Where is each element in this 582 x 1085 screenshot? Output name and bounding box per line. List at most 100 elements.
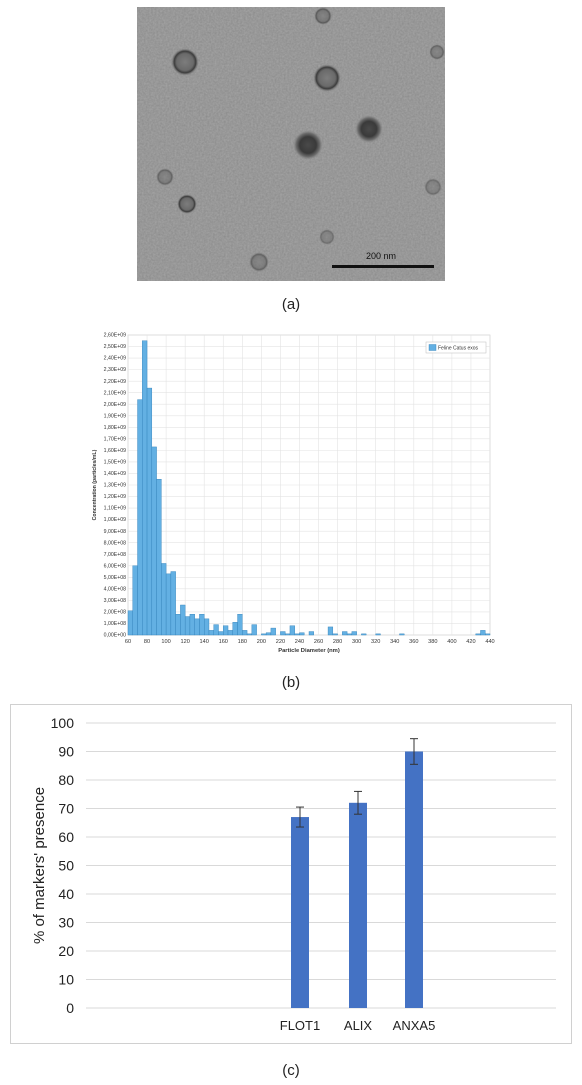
panel-label-b: (b) <box>281 674 301 691</box>
x-tick-label: 320 <box>371 639 380 645</box>
vesicle <box>177 194 197 214</box>
vesicle <box>355 115 383 143</box>
histogram-bar <box>265 632 272 636</box>
histogram-bar <box>399 633 405 636</box>
y-tick-label: 60 <box>58 829 74 845</box>
x-tick-label: 260 <box>314 639 323 645</box>
tem-micrograph: 200 nm <box>137 7 445 281</box>
x-tick-label: 80 <box>144 639 150 645</box>
y-tick-label: 2,00E+09 <box>104 402 126 408</box>
histogram-bar <box>142 340 148 636</box>
histogram-bar <box>189 614 195 636</box>
y-tick-label: 1,50E+09 <box>104 460 126 466</box>
y-tick-label: 1,40E+09 <box>104 471 126 477</box>
histogram-bar <box>204 618 210 636</box>
histogram-bar <box>146 387 153 636</box>
histogram-bar <box>475 633 481 636</box>
y-tick-label: 2,40E+09 <box>104 356 126 362</box>
y-tick-label: 1,00E+08 <box>104 621 126 627</box>
histogram-bar <box>485 633 491 636</box>
tem-micrograph-image <box>137 7 445 281</box>
histogram-bar <box>223 625 229 636</box>
y-tick-label: 2,00E+08 <box>104 610 126 616</box>
markers-bar-chart: 0 10 20 30 40 50 60 70 80 90 100 FLOT1 ALIX ANXA5 % of… <box>31 715 556 1033</box>
y-axis-title: Concentration (particles/mL) <box>92 449 98 520</box>
histogram-bar <box>299 632 305 636</box>
y-tick-label: 8,00E+08 <box>104 540 126 546</box>
y-tick-label: 5,00E+08 <box>104 575 126 581</box>
marker-bar <box>291 817 309 1008</box>
marker-bar <box>405 751 423 1008</box>
histogram-bar <box>161 563 167 636</box>
histogram-bar <box>151 446 157 636</box>
y-axis-title: % of markers' presence <box>31 787 48 944</box>
histogram-bar <box>342 631 348 636</box>
y-tick-label: 1,20E+09 <box>104 494 126 500</box>
x-tick-label: 420 <box>466 639 475 645</box>
histogram-bar <box>227 630 233 636</box>
x-axis-title: Particle Diameter (nm) <box>278 648 340 654</box>
y-tick-label: 1,90E+09 <box>104 413 126 419</box>
histogram-bar <box>332 633 338 636</box>
vesicle <box>171 48 199 76</box>
histogram-bar <box>184 616 191 636</box>
y-tick-label: 1,70E+09 <box>104 436 126 442</box>
x-tick-label: 160 <box>219 639 228 645</box>
histogram-bar <box>294 633 300 636</box>
x-tick-label: 100 <box>161 639 170 645</box>
marker-bar <box>349 802 367 1008</box>
x-tick-label: ANXA5 <box>393 1018 436 1033</box>
x-tick-label: 360 <box>409 639 418 645</box>
histogram-bar <box>156 479 162 636</box>
y-tick-label: 1,60E+09 <box>104 448 126 454</box>
histogram-bar <box>199 614 205 636</box>
histogram-bar <box>175 614 181 636</box>
y-tick-label: 3,00E+08 <box>104 598 126 604</box>
scale-bar-label: 200 nm <box>366 251 397 261</box>
y-tick-label: 0 <box>66 1000 74 1016</box>
panel-label-a: (a) <box>281 296 301 313</box>
y-tick-label: 2,50E+09 <box>104 344 126 350</box>
histogram-bar <box>327 626 334 636</box>
histogram-bar <box>289 625 295 636</box>
vesicle <box>313 64 341 92</box>
x-tick-label: 180 <box>238 639 247 645</box>
panel-label-c: (c) <box>282 1062 300 1079</box>
legend-box <box>425 341 487 354</box>
histogram-bar <box>270 627 276 636</box>
histogram-bar <box>165 573 172 636</box>
histogram-bar <box>480 630 486 636</box>
x-tick-label: 340 <box>390 639 399 645</box>
legend-swatch <box>428 344 437 351</box>
x-tick-label: 440 <box>485 639 494 645</box>
y-tick-label: 40 <box>58 886 74 902</box>
x-tick-label: 380 <box>428 639 437 645</box>
y-tick-label: 2,30E+09 <box>104 367 126 373</box>
y-tick-label: 9,00E+08 <box>104 529 126 535</box>
histogram-bar <box>242 630 248 636</box>
y-tick-label: 90 <box>58 744 74 760</box>
y-tick-label: 6,00E+08 <box>104 563 126 569</box>
x-tick-label: ALIX <box>344 1018 373 1033</box>
y-tick-label: 1,10E+09 <box>104 506 126 512</box>
y-tick-label: 2,20E+09 <box>104 379 126 385</box>
y-tick-label: 100 <box>51 715 75 731</box>
y-tick-label: 1,30E+09 <box>104 483 126 489</box>
histogram-bar <box>208 630 214 636</box>
y-tick-label: 10 <box>58 972 74 988</box>
histogram-bar <box>284 633 291 636</box>
scale-bar <box>332 265 434 268</box>
histogram-bar <box>361 633 367 636</box>
vesicle <box>249 252 269 272</box>
histogram-bar <box>246 633 253 636</box>
histogram-bar <box>308 631 314 636</box>
y-tick-label: 0,00E+00 <box>104 633 126 639</box>
x-tick-label: 400 <box>447 639 456 645</box>
y-tick-label: 50 <box>58 858 74 874</box>
vesicle <box>429 44 445 60</box>
x-tick-label: 280 <box>333 639 342 645</box>
vesicle <box>314 7 332 25</box>
vesicle <box>424 178 442 196</box>
histogram-bar <box>180 604 186 636</box>
histogram-bar <box>237 614 243 636</box>
